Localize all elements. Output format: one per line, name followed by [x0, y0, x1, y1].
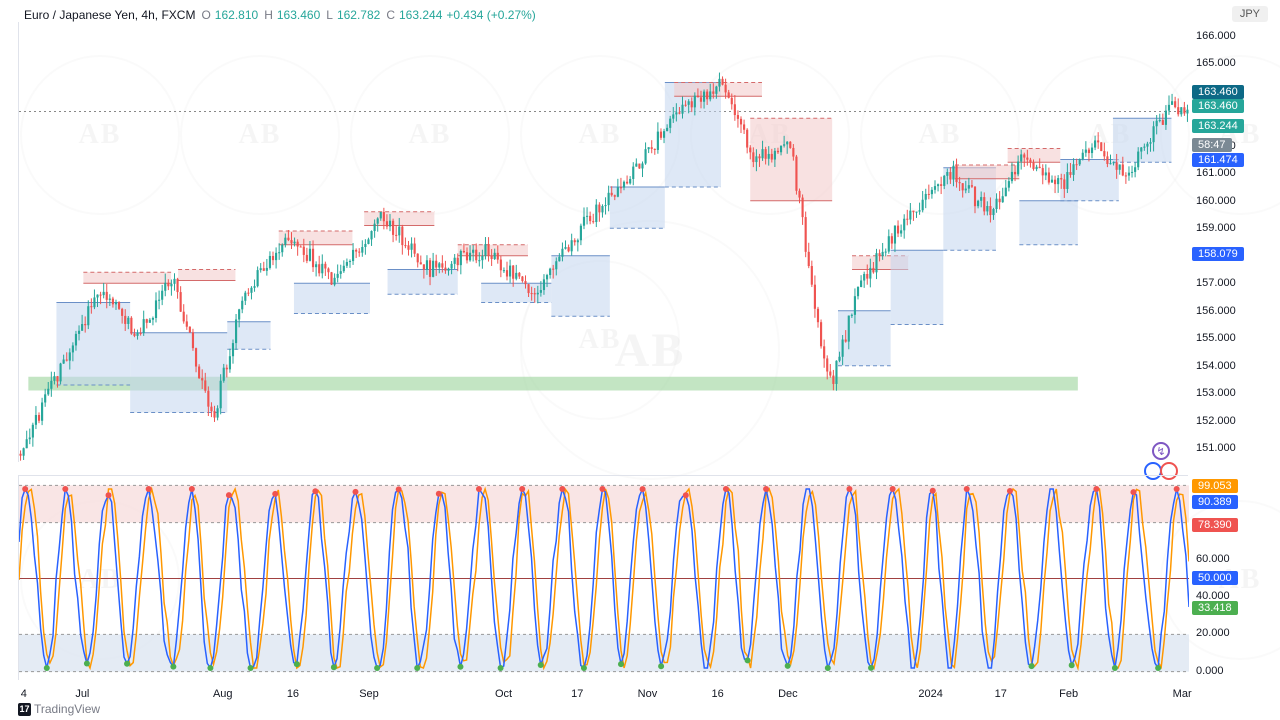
- time-tick: Oct: [495, 688, 512, 700]
- time-tick: 17: [571, 688, 583, 700]
- time-tick: Aug: [213, 688, 233, 700]
- time-tick: 17: [995, 688, 1007, 700]
- supply-zone: [458, 245, 528, 256]
- osc-ytick: 20.000: [1196, 627, 1230, 639]
- price-chart[interactable]: [18, 22, 1188, 462]
- price-marker: 158.079: [1192, 247, 1244, 261]
- osc-marker: 99.053: [1192, 479, 1238, 493]
- price-marker: 163.460: [1192, 85, 1244, 99]
- time-tick: Dec: [778, 688, 798, 700]
- demand-zone: [1060, 160, 1119, 201]
- time-tick: 4: [21, 688, 27, 700]
- demand-zone: [665, 83, 721, 188]
- chart-root: Euro / Japanese Yen, 4h, FXCM O 162.810 …: [0, 0, 1280, 720]
- osc-marker: 50.000: [1192, 571, 1238, 585]
- ohlc-l-label: L: [326, 8, 333, 22]
- price-marker: 161.474: [1192, 153, 1244, 167]
- osc-marker: 33.418: [1192, 601, 1238, 615]
- demand-zone: [130, 333, 227, 413]
- supply-zone: [674, 83, 762, 97]
- tradingview-logo[interactable]: 17 TradingView: [18, 702, 100, 716]
- price-marker: 58:47: [1192, 138, 1232, 152]
- time-axis[interactable]: 4JulAug16SepOct17Nov16Dec202417FebMar: [18, 688, 1188, 708]
- osc-marker: 78.390: [1192, 518, 1238, 532]
- osc-ytick: 40.000: [1196, 590, 1230, 602]
- price-ytick: 155.000: [1196, 332, 1236, 344]
- ohlc-change: +0.434 (+0.27%): [446, 8, 535, 22]
- demand-zone: [551, 256, 610, 317]
- time-tick: Mar: [1173, 688, 1192, 700]
- time-tick: Nov: [638, 688, 658, 700]
- ohlc-l-value: 162.782: [337, 8, 380, 22]
- logo-icon: 17: [18, 703, 31, 716]
- price-ytick: 166.000: [1196, 30, 1236, 42]
- osc-ytick: 60.000: [1196, 553, 1230, 565]
- price-ytick: 156.000: [1196, 305, 1236, 317]
- demand-zone: [294, 283, 370, 313]
- price-ytick: 152.000: [1196, 415, 1236, 427]
- time-tick: Jul: [75, 688, 89, 700]
- oscillator-chart[interactable]: [18, 475, 1188, 680]
- price-ytick: 154.000: [1196, 360, 1236, 372]
- time-tick: Feb: [1059, 688, 1078, 700]
- ohlc-c-label: C: [386, 8, 395, 22]
- demand-zone: [1019, 201, 1078, 245]
- osc-ytick: 0.000: [1196, 665, 1224, 677]
- ohlc-h-value: 163.460: [277, 8, 320, 22]
- supply-zone: [178, 270, 235, 281]
- demand-zone: [56, 303, 130, 386]
- price-axis[interactable]: 151.000 152.000 153.000 154.000 155.000 156.0…: [1188, 22, 1268, 462]
- supply-zone: [83, 272, 171, 283]
- price-ytick: 165.000: [1196, 57, 1236, 69]
- osc-marker: 90.389: [1192, 495, 1238, 509]
- ohlc-o-value: 162.810: [215, 8, 258, 22]
- ohlc-c-value: 163.244: [399, 8, 442, 22]
- ohlc-o-label: O: [201, 8, 210, 22]
- symbol-header[interactable]: Euro / Japanese Yen, 4h, FXCM O 162.810 …: [24, 8, 536, 22]
- time-tick: Sep: [359, 688, 379, 700]
- time-tick: 16: [287, 688, 299, 700]
- price-marker: 163.244: [1192, 119, 1244, 133]
- price-marker: 163.460: [1192, 99, 1244, 113]
- supply-zone: [955, 165, 1019, 179]
- oscillator-axis[interactable]: 0.000 20.000 40.000 60.000 99.053 90.389 78.39…: [1188, 475, 1268, 680]
- demand-zone: [388, 270, 458, 295]
- currency-badge[interactable]: JPY: [1232, 6, 1268, 22]
- price-ytick: 161.000: [1196, 167, 1236, 179]
- replay-icon[interactable]: ↯: [1152, 442, 1170, 460]
- price-ytick: 157.000: [1196, 277, 1236, 289]
- price-ytick: 160.000: [1196, 195, 1236, 207]
- logo-text: TradingView: [34, 702, 100, 716]
- demand-zone: [891, 250, 944, 324]
- symbol-name[interactable]: Euro / Japanese Yen, 4h, FXCM: [24, 8, 195, 22]
- price-ytick: 153.000: [1196, 387, 1236, 399]
- time-tick: 2024: [918, 688, 942, 700]
- ohlc-h-label: H: [264, 8, 273, 22]
- time-tick: 16: [712, 688, 724, 700]
- price-ytick: 151.000: [1196, 442, 1236, 454]
- price-ytick: 159.000: [1196, 222, 1236, 234]
- supply-zone: [279, 231, 353, 245]
